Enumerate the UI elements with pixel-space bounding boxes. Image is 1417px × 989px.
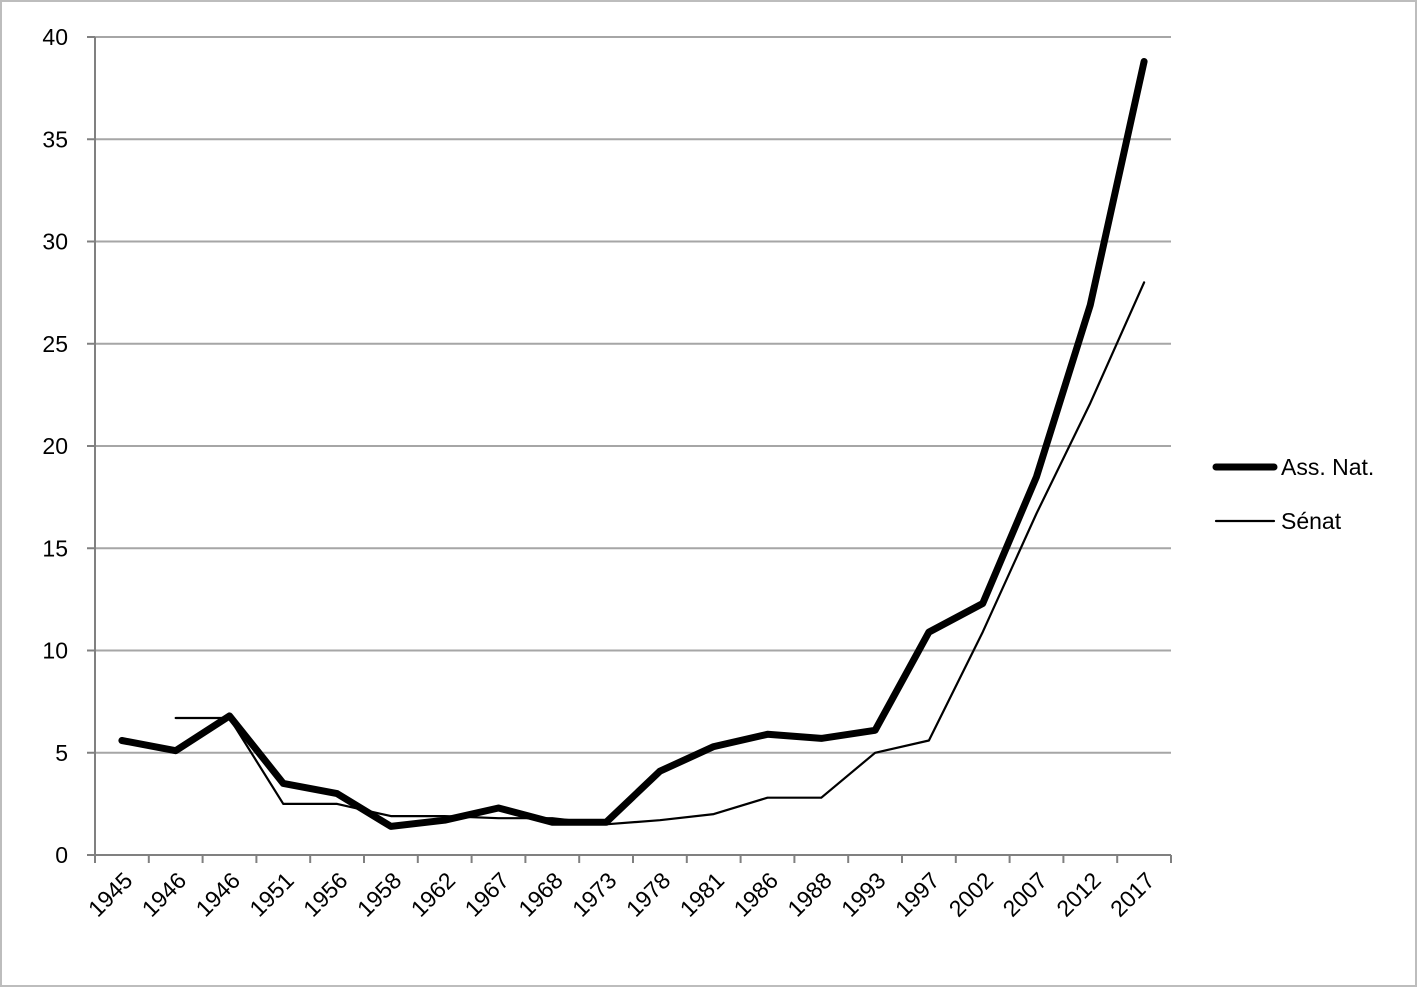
x-tick-label-1962: 1962: [406, 867, 461, 922]
y-tick-label-20: 20: [42, 433, 68, 459]
y-tick-label-5: 5: [55, 740, 68, 766]
x-tick-label-1968: 1968: [513, 867, 568, 922]
axes: [87, 36, 1172, 863]
x-tick-label-1988: 1988: [782, 867, 837, 922]
x-tick-label-2012: 2012: [1051, 867, 1106, 922]
legend: Ass. Nat. Sénat: [1212, 454, 1374, 534]
x-tick-label-1986: 1986: [728, 867, 783, 922]
series-line-ass-nat: [118, 58, 1148, 830]
legend-label-ass-nat: Ass. Nat.: [1281, 454, 1374, 480]
x-tick-label-1993: 1993: [836, 867, 891, 922]
x-tick-label-1997: 1997: [890, 867, 945, 922]
legend-label-senat: Sénat: [1281, 508, 1342, 534]
x-tick-label-1981: 1981: [675, 867, 730, 922]
x-tick-label-1946: 1946: [190, 867, 245, 922]
x-tick-label-1978: 1978: [621, 867, 676, 922]
y-tick-label-40: 40: [42, 24, 68, 50]
series-line-senat: [174, 281, 1146, 826]
x-tick-label-1951: 1951: [244, 867, 299, 922]
x-tick-label-1956: 1956: [298, 867, 353, 922]
x-tick-label-2017: 2017: [1105, 867, 1160, 922]
y-tick-label-30: 30: [42, 229, 68, 255]
y-tick-label-10: 10: [42, 638, 68, 664]
x-tick-label-1973: 1973: [567, 867, 622, 922]
gridlines: [95, 36, 1171, 754]
x-tick-label-2002: 2002: [944, 867, 999, 922]
x-tick-label-1945: 1945: [83, 867, 138, 922]
x-tick-label-1958: 1958: [352, 867, 407, 922]
y-tick-labels: 0 5 10 15 20 25 30 35 40: [42, 24, 68, 868]
y-tick-label-0: 0: [55, 842, 68, 868]
y-tick-label-25: 25: [42, 331, 68, 357]
x-tick-labels: 1945 1946 1946 1951 1956 1958 1962 1967 1968 1973…: [83, 867, 1160, 922]
x-tick-label-2007: 2007: [997, 867, 1052, 922]
x-tick-label-1946: 1946: [137, 867, 192, 922]
y-tick-label-35: 35: [42, 126, 68, 152]
series-lines: [118, 58, 1148, 830]
x-tick-label-1967: 1967: [459, 867, 514, 922]
y-tick-label-15: 15: [42, 535, 68, 561]
